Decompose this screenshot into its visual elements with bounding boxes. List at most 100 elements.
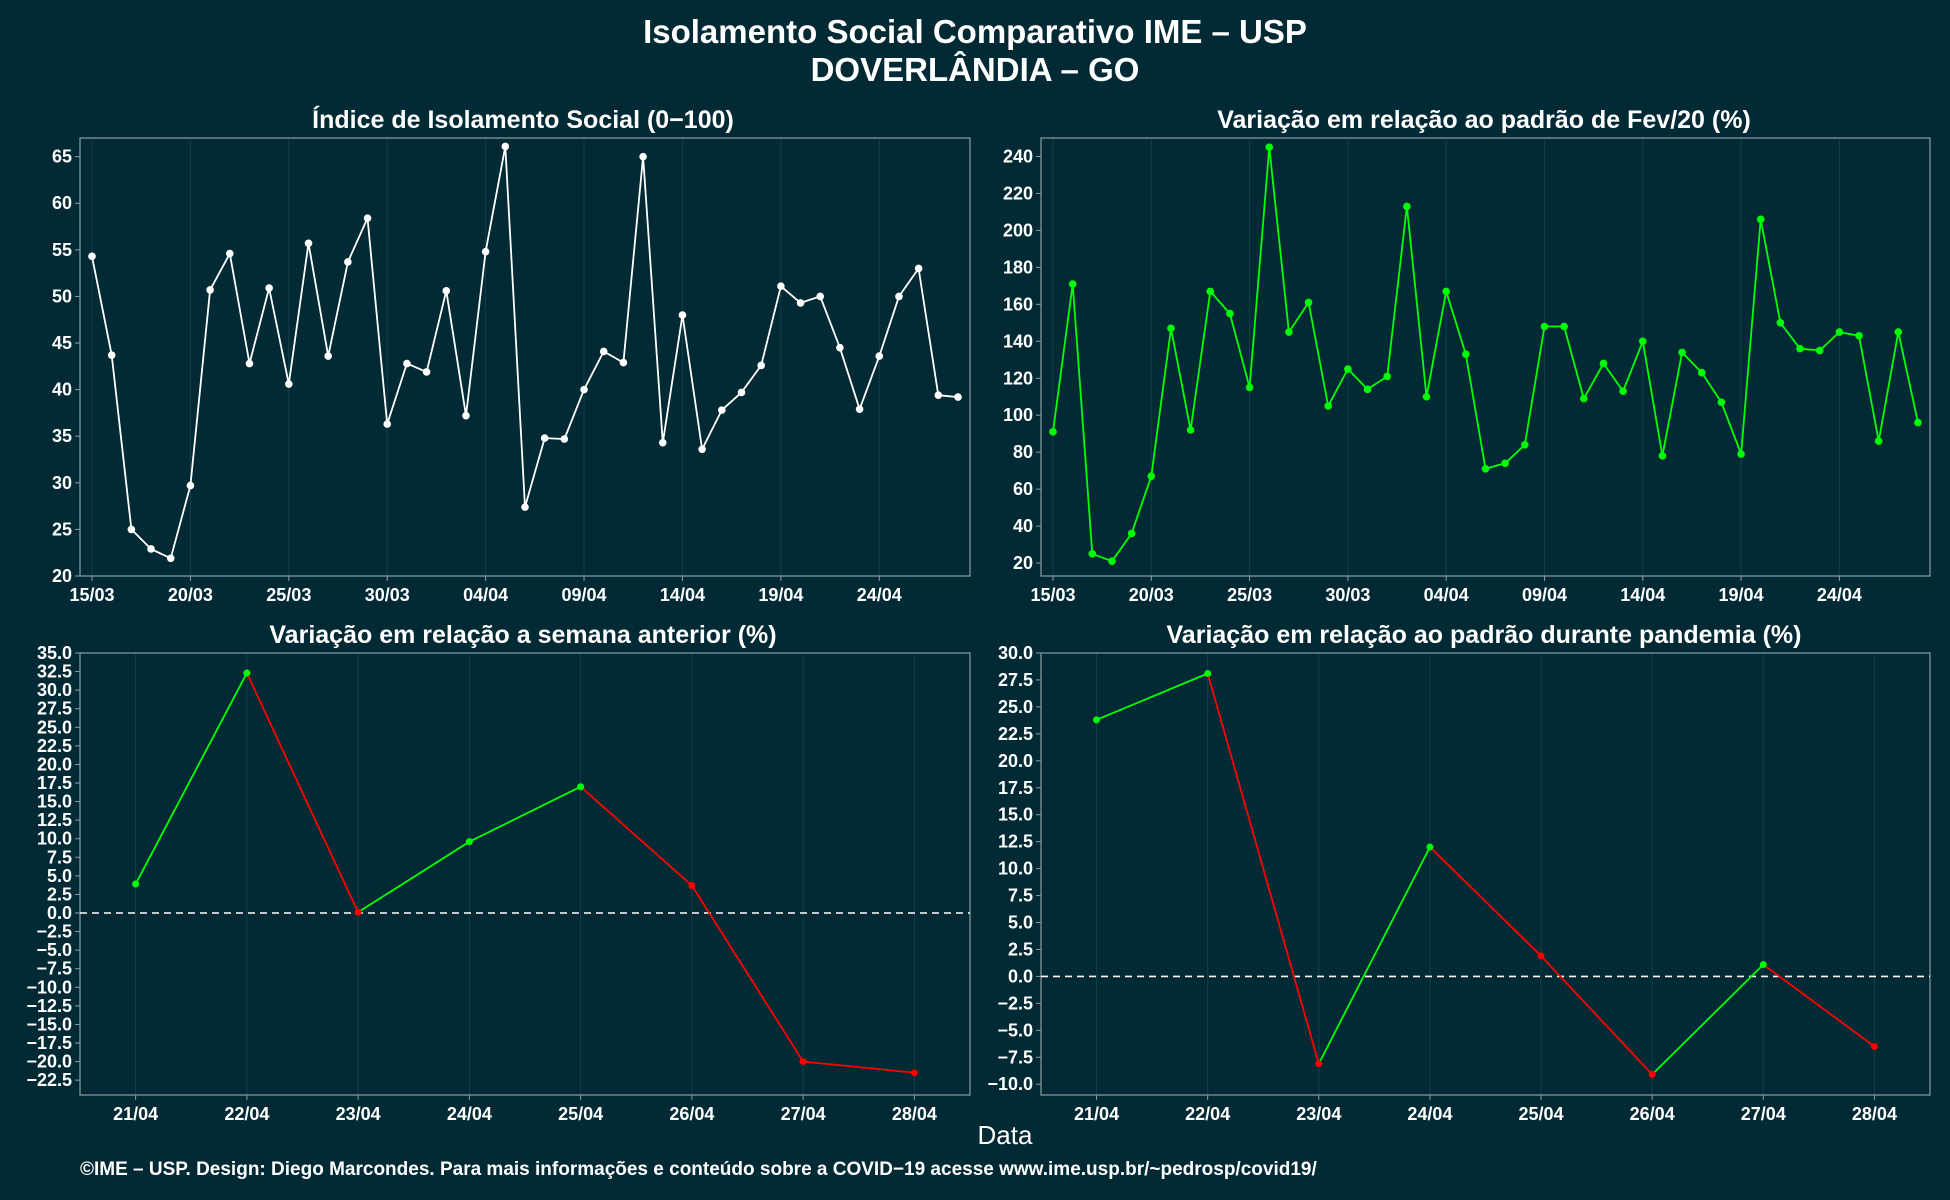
y-tick-label: −5.0	[36, 940, 72, 960]
y-tick-label: 45	[52, 333, 72, 353]
data-point	[914, 264, 923, 273]
y-tick-label: 180	[1003, 257, 1033, 277]
data-point	[777, 282, 785, 290]
data-point	[1049, 428, 1057, 436]
data-point	[658, 438, 667, 447]
data-point	[1363, 385, 1372, 394]
data-point	[245, 359, 254, 368]
y-tick-label: 7.5	[1008, 886, 1033, 906]
y-tick-label: 12.5	[998, 832, 1033, 852]
data-point	[1599, 359, 1608, 368]
y-tick-label: −5.0	[997, 1020, 1033, 1040]
data-point	[1579, 394, 1588, 403]
data-point	[1835, 328, 1844, 336]
y-tick-label: 220	[1003, 183, 1033, 203]
data-point	[698, 445, 706, 454]
data-point	[875, 352, 884, 360]
data-point	[1560, 322, 1568, 331]
data-point	[757, 361, 765, 370]
y-tick-label: 15.0	[998, 805, 1033, 825]
y-tick-label: 5.0	[47, 866, 72, 886]
data-point	[1462, 350, 1470, 359]
data-point	[166, 554, 175, 563]
data-point	[363, 214, 372, 222]
x-tick-label: 30/03	[365, 585, 410, 605]
y-tick-label: 65	[52, 147, 72, 167]
data-point	[895, 292, 903, 301]
y-tick-label: −7.5	[997, 1047, 1033, 1067]
data-point	[1383, 372, 1392, 381]
panel-variation-previous-week: Variação em relação a semana anterior (%…	[26, 621, 971, 1124]
data-point	[737, 388, 746, 397]
y-tick-label: −2.5	[36, 922, 72, 942]
y-tick-label: 35.0	[37, 643, 72, 663]
panel-variation-pandemic-pattern-title: Variação em relação ao padrão durante pa…	[1167, 621, 1802, 649]
data-point	[580, 385, 588, 394]
data-point	[1315, 1060, 1323, 1068]
x-tick-label: 22/04	[1185, 1104, 1230, 1124]
series-segment	[691, 885, 804, 1063]
x-tick-label: 19/04	[1719, 585, 1764, 605]
data-point	[1324, 402, 1333, 410]
data-point	[324, 352, 332, 360]
y-tick-label: 160	[1003, 294, 1033, 314]
data-point	[442, 287, 451, 295]
data-point	[403, 359, 411, 368]
y-tick-label: −7.5	[36, 959, 72, 979]
data-point	[1245, 383, 1254, 392]
data-point	[1344, 365, 1352, 373]
x-tick-label: 28/04	[892, 1104, 937, 1124]
data-point	[1304, 298, 1313, 307]
y-tick-label: 20.0	[998, 751, 1033, 771]
y-tick-label: 7.5	[47, 847, 72, 867]
x-tick-label: 26/04	[1630, 1104, 1675, 1124]
y-tick-label: 20	[52, 566, 72, 586]
data-point	[718, 406, 726, 414]
y-tick-label: 50	[52, 286, 72, 306]
data-point	[243, 669, 251, 677]
y-tick-label: 17.5	[998, 778, 1033, 798]
data-point	[1422, 392, 1431, 401]
data-point	[422, 368, 431, 376]
data-point	[1265, 143, 1274, 152]
y-tick-label: 22.5	[37, 736, 72, 756]
data-point	[1068, 280, 1077, 288]
data-point	[1697, 368, 1706, 377]
data-point	[206, 286, 214, 294]
y-tick-label: 240	[1003, 146, 1033, 166]
x-tick-label: 09/04	[562, 585, 607, 605]
x-tick-label: 24/04	[447, 1104, 492, 1124]
y-tick-label: 27.5	[998, 670, 1033, 690]
data-point	[1796, 344, 1804, 353]
data-point	[1756, 215, 1765, 224]
x-tick-label: 15/03	[1030, 585, 1075, 605]
data-point	[1870, 1042, 1878, 1050]
y-tick-label: 30.0	[998, 643, 1033, 663]
plot-area-border	[79, 652, 971, 1096]
plot-area-border	[79, 137, 971, 577]
y-tick-label: 100	[1003, 405, 1033, 425]
data-point	[1537, 952, 1545, 960]
data-point	[1894, 328, 1903, 336]
data-point	[1088, 550, 1097, 558]
y-tick-label: 25.0	[998, 697, 1033, 717]
data-point	[540, 434, 549, 442]
x-tick-label: 15/03	[69, 585, 114, 605]
data-point	[1147, 472, 1156, 481]
y-tick-label: −15.0	[26, 1014, 72, 1034]
data-point	[855, 405, 864, 413]
data-point	[1186, 426, 1195, 434]
x-tick-label: 04/04	[463, 585, 508, 605]
x-tick-label: 24/04	[1817, 585, 1862, 605]
y-tick-label: −10.0	[987, 1074, 1033, 1094]
data-point	[1403, 202, 1411, 211]
data-point	[186, 481, 195, 490]
x-tick-label: 14/04	[660, 585, 705, 605]
data-point	[678, 311, 687, 319]
data-point	[383, 420, 392, 428]
panel-variation-previous-week-title: Variação em relação a semana anterior (%…	[269, 621, 776, 649]
y-tick-label: 25	[52, 519, 72, 539]
data-point	[225, 249, 234, 258]
x-tick-label: 25/04	[1519, 1104, 1564, 1124]
